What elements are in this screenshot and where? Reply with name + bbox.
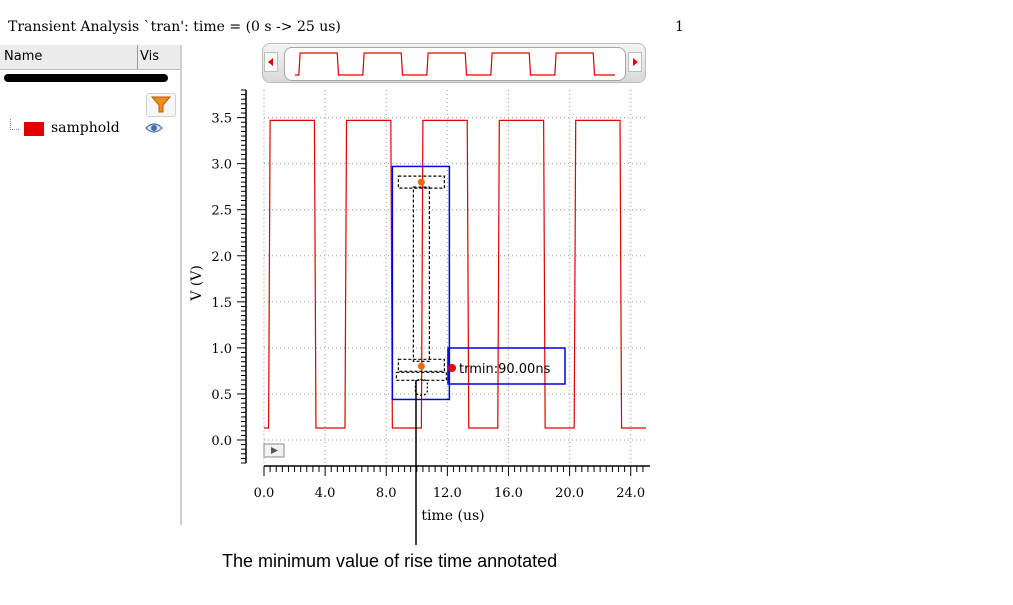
overview-window[interactable] (284, 47, 626, 81)
signal-label: samphold (51, 120, 120, 136)
signal-row[interactable]: samphold (0, 117, 180, 141)
column-header-vis[interactable]: Vis (140, 49, 159, 64)
signal-panel: Name Vis samphold (0, 45, 182, 525)
x-axis-label: time (us) (421, 508, 484, 524)
x-tick-label: 8.0 (376, 486, 397, 501)
y-tick-label: 3.0 (211, 158, 232, 173)
series-layer (264, 119, 646, 429)
arrow-left-icon (268, 58, 273, 66)
selection-box[interactable] (391, 165, 451, 401)
y-tick-label: 1.5 (211, 296, 232, 311)
annotation-box[interactable] (447, 347, 566, 385)
signal-panel-header: Name Vis (0, 45, 180, 70)
marker-point-lower[interactable] (417, 362, 425, 370)
column-divider[interactable] (137, 45, 138, 69)
arrow-right-icon (633, 58, 638, 66)
y-tick-label: 2.5 (211, 204, 232, 219)
tree-connector (10, 119, 19, 130)
caption: The minimum value of rise time annotated (222, 551, 558, 571)
y-tick-label: 0.5 (211, 388, 232, 403)
annotation-point (448, 364, 456, 372)
page-number: 1 (675, 19, 684, 35)
signal-color-swatch (24, 122, 44, 136)
axes: 0.0 0.5 1.0 1.5 2.0 2.5 3.0 3.5 0.0 4.0 8.0 12.0 16.… (211, 89, 650, 501)
overview-series-line (295, 52, 615, 76)
signal-group-bar[interactable] (4, 74, 168, 82)
overview-waveform (295, 52, 615, 76)
scroll-right-button[interactable] (628, 52, 642, 72)
y-tick-label: 0.0 (211, 434, 232, 449)
series-line[interactable] (264, 119, 646, 429)
y-tick-label: 2.0 (211, 250, 232, 265)
column-header-name[interactable]: Name (4, 49, 43, 64)
x-tick-label: 16.0 (494, 486, 523, 501)
funnel-icon (150, 96, 172, 113)
eye-icon[interactable] (145, 121, 163, 135)
window-title: Transient Analysis `tran': time = (0 s -… (8, 19, 341, 35)
marker-connector (412, 186, 430, 362)
grid (263, 90, 646, 463)
marker-lower-handle[interactable] (397, 358, 445, 372)
overview-scroller[interactable] (262, 43, 646, 83)
marker-point-upper[interactable] (417, 178, 425, 186)
annotation-layer (391, 165, 566, 545)
x-tick-label: 24.0 (616, 486, 645, 501)
filter-button[interactable] (146, 93, 176, 117)
annotation-label: trmin:90.00ns (459, 362, 551, 377)
x-tick-label: 0.0 (254, 486, 275, 501)
marker-foot (414, 378, 428, 396)
x-tick-label: 4.0 (315, 486, 336, 501)
y-axis-label: V (V) (189, 265, 205, 302)
x-tick-label: 20.0 (555, 486, 584, 501)
y-tick-label: 1.0 (211, 342, 232, 357)
y-tick-label: 3.5 (211, 112, 232, 127)
play-icon (271, 447, 278, 454)
marker-upper-handle[interactable] (397, 175, 445, 189)
x-tick-label: 12.0 (433, 486, 462, 501)
play-button[interactable] (263, 443, 285, 458)
marker-lower-base (395, 371, 447, 381)
scroll-left-button[interactable] (264, 52, 278, 72)
